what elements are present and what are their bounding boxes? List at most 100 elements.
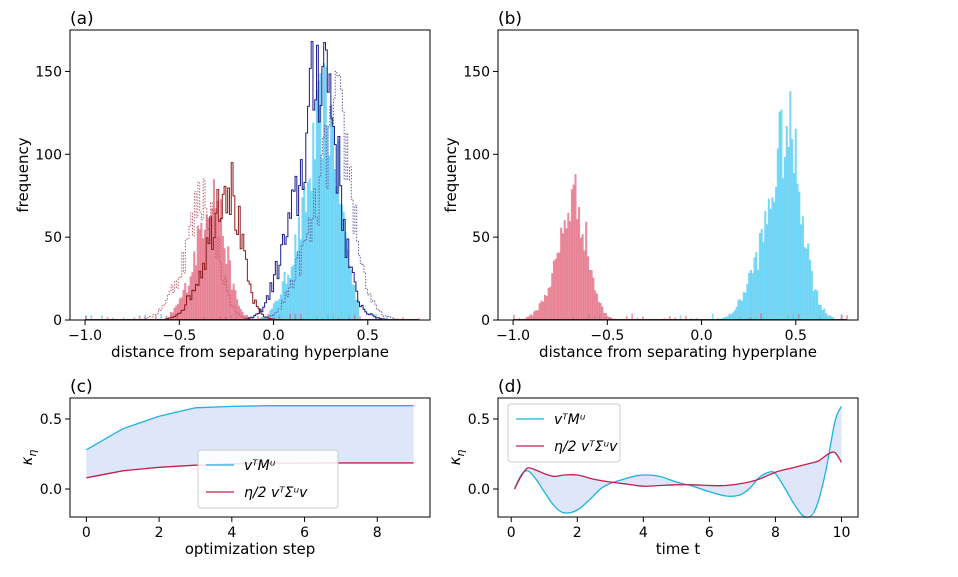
hist-bar: [751, 273, 754, 320]
hist-bar: [578, 207, 581, 320]
hist-bar: [828, 315, 831, 320]
hist-bar: [808, 259, 812, 320]
hist-bar: [203, 229, 207, 320]
hist-bar: [592, 277, 595, 320]
hist-bar: [787, 315, 789, 320]
hist-bar: [738, 316, 741, 320]
hist-bar: [785, 125, 788, 320]
hist-bar: [312, 122, 315, 320]
hist-bar: [773, 201, 776, 320]
hist-bar: [198, 229, 201, 320]
axes-frame: [497, 29, 859, 321]
hist-bar: [262, 316, 265, 320]
hist-bar: [313, 159, 317, 320]
hist-bar: [294, 313, 297, 320]
hist-bar: [322, 63, 326, 320]
panel-label: (a): [70, 9, 94, 29]
hist-bar: [175, 305, 178, 320]
y-tick-label: 50: [472, 230, 490, 246]
hist-bar: [324, 66, 327, 320]
x-axis-label: time t: [656, 540, 701, 558]
hist-bar: [178, 298, 181, 320]
hist-bar: [209, 218, 212, 320]
hist-bar: [180, 297, 183, 320]
hist-bar: [292, 264, 295, 320]
hist-bar: [245, 315, 248, 320]
hist-bar: [271, 308, 274, 320]
hist-bar: [819, 304, 822, 320]
hist-bar: [355, 299, 358, 320]
hist-outline: [255, 70, 406, 320]
legend: vᵀMᵘ η/2 vᵀΣᵘv: [197, 449, 339, 509]
hist-bar: [549, 286, 552, 320]
hist-outline: [242, 41, 389, 320]
hist-bar: [810, 270, 813, 320]
hist-bar: [819, 315, 822, 320]
x-tick-label: 0.5: [357, 328, 379, 344]
y-tick-label: 100: [35, 147, 62, 163]
hist-bar: [778, 111, 781, 320]
hist-bar: [278, 299, 281, 320]
hist-bar: [625, 315, 628, 320]
hist-bar: [169, 311, 172, 320]
hist-bar: [558, 252, 561, 320]
hist-bar: [526, 316, 529, 320]
hist-bar: [111, 317, 114, 320]
hist-outline: [140, 178, 256, 320]
hist-bar: [817, 304, 821, 320]
hist-bar: [674, 317, 677, 320]
hist-bar: [780, 109, 783, 320]
hist-bar: [223, 248, 226, 320]
hist-bar: [85, 315, 87, 320]
hist-bar: [207, 217, 210, 320]
hist-bar: [792, 314, 795, 320]
x-tick-label: 0.5: [785, 328, 807, 344]
hist-bar: [730, 314, 733, 320]
y-axis-label: frequency: [442, 137, 460, 212]
hist-bar: [538, 303, 541, 320]
hist-bar: [536, 310, 539, 320]
hist-bar: [221, 236, 224, 320]
hist-bar: [803, 247, 806, 320]
x-axis-label: distance from separating hyperplane: [539, 343, 817, 361]
hist-bar: [832, 317, 835, 320]
panel-c: 0 2 4 6 8 0.0 0.5 optimization step κη (c) vᵀMᵘ η/2…: [18, 377, 431, 558]
x-tick-label: 0.0: [262, 328, 284, 344]
hist-bar: [256, 316, 259, 320]
hist-bar: [165, 315, 168, 320]
x-tick-label: 0: [82, 525, 91, 541]
hist-bar: [273, 314, 275, 320]
hist-bar: [760, 229, 763, 320]
hist-bar: [800, 224, 803, 320]
y-axis-label: κη: [18, 450, 39, 466]
hist-bar: [385, 316, 388, 320]
hist-bar: [764, 211, 767, 320]
hist-bar: [583, 250, 586, 320]
hist-bar: [232, 283, 235, 320]
hist-bar: [684, 315, 687, 320]
hist-bar: [133, 317, 136, 320]
hist-bar: [227, 246, 230, 320]
legend-label-2: η/2 vᵀΣᵘv: [244, 485, 308, 501]
legend-label-2: η/2 vᵀΣᵘv: [554, 439, 618, 455]
hist-bar: [801, 216, 804, 320]
hist-bar: [771, 197, 774, 320]
x-tick-label: 8: [373, 525, 382, 541]
hist-bar: [794, 128, 797, 320]
hist-bar: [599, 303, 602, 320]
series-line-1: [513, 406, 843, 518]
hist-bar: [171, 312, 174, 320]
hist-bar: [303, 186, 306, 320]
hist-bar: [297, 216, 300, 320]
hist-bar: [332, 316, 334, 320]
y-tick-label: 150: [463, 64, 490, 80]
hist-bar: [749, 317, 752, 320]
y-tick-label: 100: [463, 147, 490, 163]
panel-d: 0 2 4 6 8 10 0.0 0.5 time t κη (d) vᵀMᵘ η/2 vᵀΣᵘv: [446, 377, 859, 558]
hist-bar: [679, 315, 682, 320]
hist-bar: [351, 284, 354, 320]
y-tick-label: 0.0: [468, 482, 490, 498]
hist-bar: [594, 290, 597, 320]
hist-bar: [218, 219, 221, 320]
